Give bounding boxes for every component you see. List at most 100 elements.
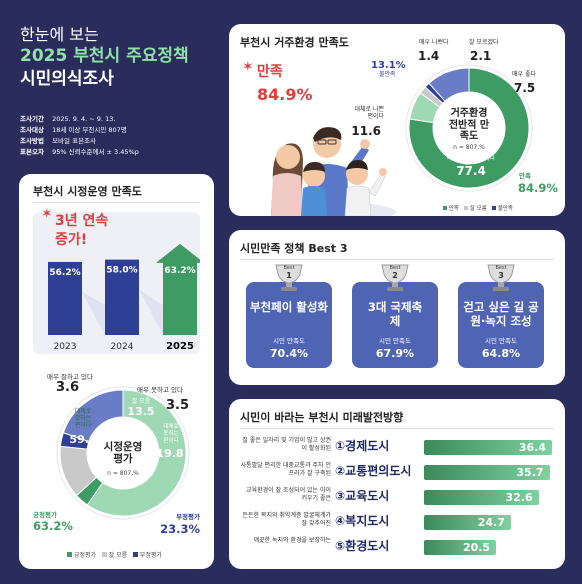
admin-donut-center-n: n = 807,% — [107, 470, 139, 477]
future-row-name: ④복지도시 — [335, 514, 390, 528]
future-row: 깨끗한 녹지와 환경을 보장하는 ⑤환경도시 20.5 — [229, 535, 565, 559]
admin-banner: 3년 연속 증가! — [55, 213, 109, 248]
future-row-description: 깨끗한 녹지와 환경을 보장하는 — [253, 537, 331, 544]
admin-bar-category-label: 2025 — [166, 341, 194, 352]
title-divider — [33, 202, 200, 203]
header-title-line1: 2025 부천시 주요정책 — [20, 46, 189, 66]
legend-sat: 만족 — [448, 206, 459, 212]
best-badge-rank: 1 — [286, 271, 292, 280]
future-bar-value: 24.7 — [477, 516, 505, 529]
trophy-icon — [487, 264, 515, 291]
future-bar-value: 35.7 — [516, 466, 544, 479]
survey-info-label: 표본오차 — [20, 148, 44, 156]
admin-slice-label: 대체로 — [75, 407, 92, 415]
admin-group-positive-name: 긍정평가 — [33, 511, 57, 519]
admin-label-very-bad: 매우 못하고 있다 — [137, 386, 183, 394]
survey-info-label: 조사방법 — [20, 137, 44, 145]
legend-swatch-unknown — [464, 206, 469, 210]
best-badge-word: Best — [283, 265, 295, 271]
living-group-dissat-name: 불만족 — [379, 71, 396, 78]
admin-bar-2024 — [105, 259, 139, 335]
future-row-name: ③교육도시 — [335, 489, 390, 503]
best-policy-1: 부천페이 활성화 시민 만족도 70.4% — [246, 282, 332, 368]
future-row-name: ②교통편의도시 — [335, 464, 412, 478]
best-policy-label: 시민 만족도 — [273, 337, 305, 345]
best-policy-name: 걷고 싶은 길 공원·녹지 조성 — [463, 300, 539, 329]
survey-info-label: 조사기간 — [20, 115, 44, 123]
future-row-description: 교육환경이 잘 조성되어 있는 아이 키우기 좋은 — [246, 487, 331, 503]
future-row: 사통팔달 편리한 대중교통과 주차 인프라가 잘 구축된 ②교통편의도시 35.… — [229, 460, 565, 484]
title-divider — [240, 259, 554, 260]
best-policy-value: 67.9% — [375, 347, 415, 360]
living-label-very-good: 매우 좋다 — [512, 71, 536, 78]
living-satisfied-value: 84.9% — [257, 85, 313, 104]
admin-slice-label: 잘하는 — [75, 414, 92, 422]
future-bar: 20.5 — [424, 540, 497, 555]
admin-slice-value: 59.6 — [69, 433, 96, 446]
survey-info: 조사기간 2025. 9. 4. ~ 9. 13. 조사대상 18세 이상 부천… — [20, 113, 220, 157]
admin-value-very-good: 3.6 — [56, 380, 80, 395]
admin-donut-hole — [87, 417, 159, 489]
living-donut-center-title: 거주환경 전반적 만족도 — [448, 108, 490, 142]
survey-info-row: 조사대상 18세 이상 부천시민 807명 — [20, 124, 220, 135]
living-label-unknown: 잘 모르겠다 — [469, 39, 499, 46]
living-donut-chart — [405, 64, 533, 192]
survey-info-value: 2025. 9. 4. ~ 9. 13. — [52, 115, 116, 123]
legend-swatch-positive — [67, 552, 72, 557]
future-row-description: 든든한 복지와 취약계층 발굴체계가 잘 갖추어진 — [242, 512, 331, 528]
trophy-icon — [381, 264, 409, 291]
future-row: 든든한 복지와 취약계층 발굴체계가 잘 갖추어진 ④복지도시 24.7 — [229, 510, 565, 534]
admin-value-very-bad: 3.5 — [166, 398, 190, 413]
admin-slice-label: 못하는 — [163, 429, 178, 437]
living-value-rather-good: 77.4 — [456, 164, 486, 178]
admin-bar-category-label: 2023 — [54, 342, 77, 352]
living-label-very-bad: 매우 나쁘다 — [419, 39, 449, 46]
legend-swatch-dissat — [492, 206, 497, 210]
survey-info-row: 표본오차 95% 신뢰수준에서 ± 3.45%p — [20, 146, 220, 157]
admin-donut-outline — [56, 386, 190, 520]
survey-info-value: 95% 신뢰수준에서 ± 3.45%p — [52, 148, 139, 156]
living-label-rather-good: 대체로 좋은 편이다 — [447, 155, 495, 162]
best-policy-label: 시민 만족도 — [379, 337, 411, 345]
future-row-name: ⑤환경도시 — [335, 539, 390, 553]
future-bar-value: 36.4 — [518, 441, 546, 454]
living-donut-center-n: n = 807,% — [453, 144, 485, 151]
living-label-rather-bad: 대체로 나쁜 편이다 — [354, 106, 384, 120]
legend-swatch-unknown — [101, 552, 107, 557]
best-badge-word: Best — [389, 265, 401, 271]
best-policy-value: 64.8% — [481, 347, 521, 360]
best-policy-name: 부천페이 활성화 — [249, 300, 329, 314]
living-group-sat-name: 만족 — [519, 172, 531, 180]
admin-bar-2023 — [48, 261, 82, 335]
legend-swatch-sat — [443, 206, 447, 210]
best3-card-title: 시민만족 정책 Best 3 — [240, 242, 348, 255]
best-badge-rank: 2 — [392, 271, 398, 280]
living-group-sat-value: 84.9% — [518, 181, 558, 195]
admin-bar-category-label: 2024 — [111, 342, 134, 352]
admin-slice-value: 19.8 — [156, 447, 183, 460]
future-direction-card: 시민이 바라는 부천시 미래발전방향 질 좋은 일자리 및 기업이 많고 상권이… — [229, 399, 565, 569]
legend-unknown: 잘 모름 — [108, 552, 128, 559]
future-row: 질 좋은 일자리 및 기업이 많고 상권이 활성화된 ①경제도시 36.4 — [229, 435, 565, 459]
best-badge-rank: 3 — [498, 271, 504, 280]
admin-slice-label: 편이다 — [163, 436, 178, 444]
admin-slice-label: 잘 모름 — [132, 397, 151, 405]
living-donut-outline — [405, 64, 533, 192]
best3-card: 시민만족 정책 Best 3 부천페이 활성화 시민 만족도 70.4% Bes… — [229, 230, 565, 385]
title-divider — [240, 428, 554, 429]
best-policy-2: 3대 국제축제 시민 만족도 67.9% — [352, 282, 438, 368]
admin-legend: 긍정평가 잘 모름 부정평가 — [67, 550, 162, 559]
living-card-title: 부천시 거주환경 만족도 — [240, 36, 349, 49]
survey-info-value: 18세 이상 부천시민 807명 — [52, 126, 127, 134]
future-row-name: ①경제도시 — [335, 439, 390, 453]
living-legend: 만족 잘 모름 불만족 — [443, 204, 513, 212]
future-bar: 24.7 — [424, 515, 511, 530]
living-value-very-good: 7.5 — [514, 81, 536, 95]
legend-negative: 부정평가 — [139, 552, 162, 559]
admin-group-negative-name: 부정평가 — [176, 513, 200, 521]
admin-group-negative-value: 23.3% — [160, 522, 200, 536]
future-bar: 35.7 — [424, 465, 550, 480]
admin-bar-connector — [139, 289, 163, 335]
best-policy-value: 70.4% — [269, 347, 309, 360]
living-donut-hole — [433, 92, 505, 164]
